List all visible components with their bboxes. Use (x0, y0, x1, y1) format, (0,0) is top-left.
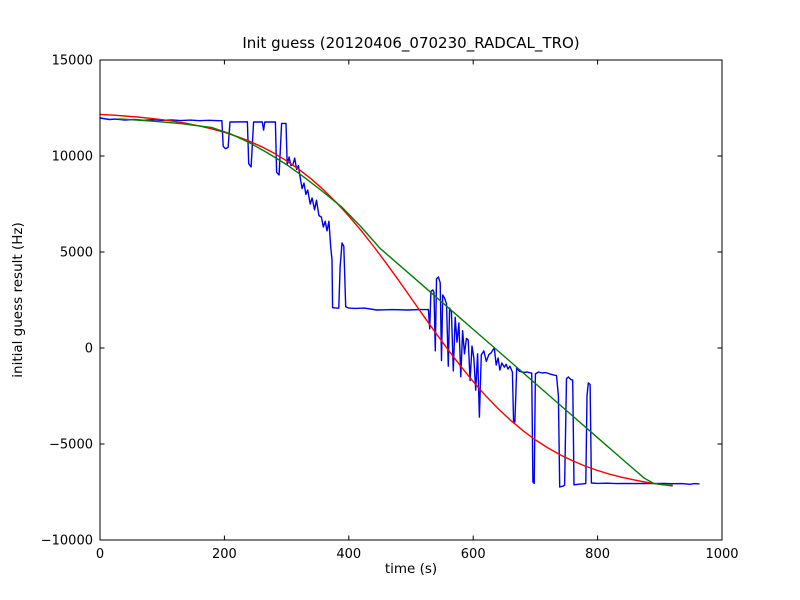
y-tick-label: 0 (85, 342, 93, 357)
x-axis-label: time (s) (385, 561, 437, 577)
y-tick-label: 15000 (52, 54, 93, 69)
plot-frame (99, 59, 723, 541)
y-tick-label: 10000 (52, 150, 93, 165)
plot-layer: 0 200 400 600 800 1000 −10000 −5000 0 5000 10000 15… (41, 54, 739, 563)
chart-title: Init guess (20120406_070230_RADCAL_TRO) (242, 34, 579, 53)
y-tick-label: −5000 (49, 438, 93, 453)
x-tick-label: 200 (212, 547, 237, 562)
x-tick-label: 400 (336, 547, 361, 562)
y-tick-label: 5000 (60, 246, 93, 261)
series-line-green-fit-curve (117, 118, 673, 486)
y-axis-label: initial guess result (Hz) (10, 222, 26, 377)
x-tick-label: 0 (96, 547, 104, 562)
series-line-measured-initial-guess (99, 117, 700, 488)
y-tick-label: −10000 (41, 534, 93, 549)
x-tick-label: 600 (461, 547, 486, 562)
x-tick-label: 800 (585, 547, 610, 562)
x-tick-label: 1000 (705, 547, 738, 562)
